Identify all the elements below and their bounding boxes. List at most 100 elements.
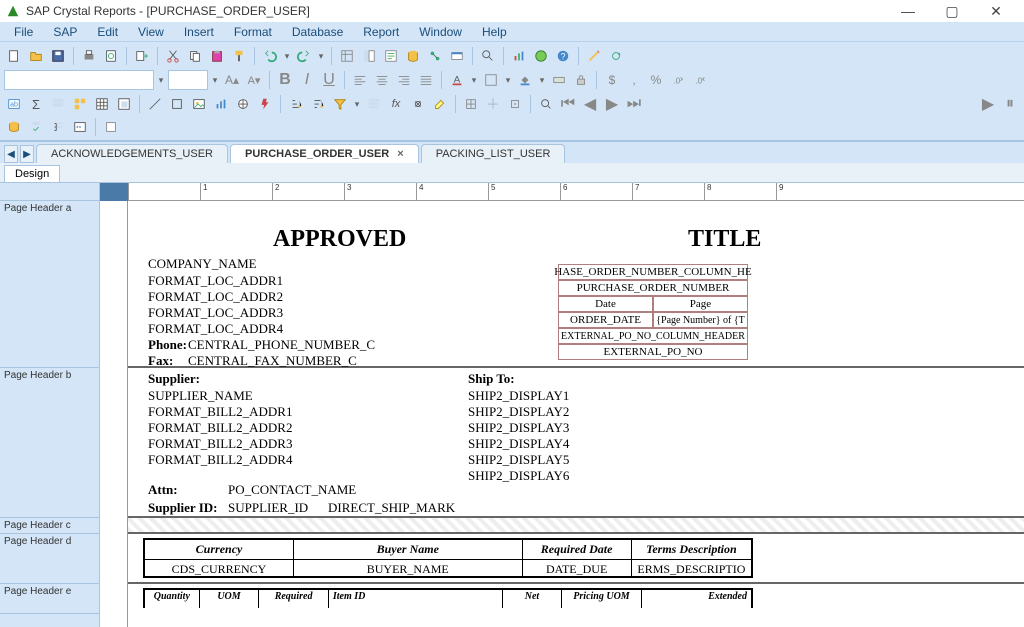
insert-picture-icon[interactable] <box>189 94 209 114</box>
refresh-icon[interactable] <box>606 46 626 66</box>
vertical-ruler[interactable] <box>100 201 128 627</box>
insert-map2-icon[interactable] <box>233 94 253 114</box>
field-loc-addr3[interactable]: FORMAT_LOC_ADDR3 <box>148 305 283 321</box>
guidelines-icon[interactable] <box>483 94 503 114</box>
field-title[interactable]: TITLE <box>688 226 761 253</box>
help-icon[interactable]: ? <box>553 46 573 66</box>
insert-line-icon[interactable] <box>145 94 165 114</box>
horizontal-ruler[interactable]: 1 2 3 4 5 6 7 8 9 <box>128 183 1024 201</box>
dependency-icon[interactable] <box>425 46 445 66</box>
field-bill-addr3[interactable]: FORMAT_BILL2_ADDR3 <box>148 436 292 452</box>
font-name-dropdown[interactable]: ▾ <box>156 75 166 86</box>
menu-sap[interactable]: SAP <box>43 23 87 41</box>
sort-asc-icon[interactable] <box>286 94 306 114</box>
field-po-col-header[interactable]: HASE_ORDER_NUMBER_COLUMN_HE <box>558 264 748 280</box>
field-loc-addr1[interactable]: FORMAT_LOC_ADDR1 <box>148 273 283 289</box>
field-order-date[interactable]: ORDER_DATE <box>558 312 653 328</box>
menu-help[interactable]: Help <box>472 23 517 41</box>
insert-box-icon[interactable] <box>167 94 187 114</box>
field-page-formula[interactable]: {Page Number} of {T <box>653 312 748 328</box>
insert-crosstab-icon[interactable] <box>92 94 112 114</box>
font-size-dropdown[interactable]: ▾ <box>210 75 220 86</box>
insert-olap-icon[interactable] <box>70 94 90 114</box>
header-table-e[interactable]: Quantity UOM Required Item ID Net Pricin… <box>143 588 753 608</box>
field-ext-po-no[interactable]: EXTERNAL_PO_NO <box>558 344 748 360</box>
play-icon[interactable]: ▶ <box>978 94 998 114</box>
report-canvas[interactable]: APPROVED TITLE COMPANY_NAME FORMAT_LOC_A… <box>128 201 1024 627</box>
label-supplier-id[interactable]: Supplier ID: <box>148 500 217 516</box>
field-approved[interactable]: APPROVED <box>273 226 406 253</box>
section-page-header-c[interactable]: Page Header c <box>0 518 99 534</box>
sort-desc-icon[interactable] <box>308 94 328 114</box>
lock-format-icon[interactable] <box>571 70 591 90</box>
section-page-header-d[interactable]: Page Header d <box>0 534 99 584</box>
align-right-icon[interactable] <box>394 70 414 90</box>
tab-scroll-left[interactable]: ◀ <box>4 145 18 163</box>
menu-report[interactable]: Report <box>353 23 409 41</box>
maximize-button[interactable]: ▢ <box>930 3 974 20</box>
preview-icon[interactable] <box>101 46 121 66</box>
tab-scroll-right[interactable]: ▶ <box>20 145 34 163</box>
align-justify-icon[interactable] <box>416 70 436 90</box>
toggle-group-icon[interactable] <box>337 46 357 66</box>
font-color-icon[interactable]: A <box>447 70 467 90</box>
undo-icon[interactable] <box>260 46 280 66</box>
label-page[interactable]: Page <box>653 296 748 312</box>
redo-dropdown[interactable]: ▾ <box>316 51 326 62</box>
align-center-icon[interactable] <box>372 70 392 90</box>
field-ext-po-header[interactable]: EXTERNAL_PO_NO_COLUMN_HEADER <box>558 328 748 344</box>
suppress-icon[interactable] <box>549 70 569 90</box>
nav-prev-icon[interactable]: ◀ <box>580 94 600 114</box>
field-ship6[interactable]: SHIP2_DISPLAY6 <box>468 468 569 484</box>
paste-icon[interactable] <box>207 46 227 66</box>
field-ship4[interactable]: SHIP2_DISPLAY4 <box>468 436 569 452</box>
verify-db-icon[interactable] <box>26 117 46 137</box>
undo-dropdown[interactable]: ▾ <box>282 51 292 62</box>
thousands-icon[interactable]: , <box>624 70 644 90</box>
label-date[interactable]: Date <box>558 296 653 312</box>
bold-icon[interactable]: B <box>275 70 295 90</box>
extra-icon[interactable] <box>101 117 121 137</box>
section-page-header-b[interactable]: Page Header b <box>0 368 99 518</box>
currency-icon[interactable]: $ <box>602 70 622 90</box>
ole-icon[interactable] <box>408 94 428 114</box>
fill-color-icon[interactable] <box>515 70 535 90</box>
formula-workshop-icon[interactable]: fx <box>386 94 406 114</box>
design-tab[interactable]: Design <box>4 165 60 182</box>
tab-acknowledgements[interactable]: ACKNOWLEDGEMENTS_USER <box>36 144 228 163</box>
menu-insert[interactable]: Insert <box>174 23 224 41</box>
menu-database[interactable]: Database <box>282 23 353 41</box>
insert-flash-icon[interactable] <box>255 94 275 114</box>
field-ship3[interactable]: SHIP2_DISPLAY3 <box>468 420 569 436</box>
db-expert-icon[interactable] <box>4 117 24 137</box>
label-attn[interactable]: Attn: <box>148 482 178 498</box>
label-shipto[interactable]: Ship To: <box>468 371 515 387</box>
group-tree-icon[interactable] <box>48 117 68 137</box>
tab-packing-list[interactable]: PACKING_LIST_USER <box>421 144 566 163</box>
label-phone[interactable]: Phone: <box>148 337 187 353</box>
tab-close-icon[interactable]: × <box>397 148 403 160</box>
field-company-name[interactable]: COMPANY_NAME <box>148 256 257 272</box>
select-expert-icon[interactable] <box>330 94 350 114</box>
increase-decimals-icon[interactable]: .0 <box>668 70 688 90</box>
underline-icon[interactable]: U <box>319 70 339 90</box>
field-loc-addr4[interactable]: FORMAT_LOC_ADDR4 <box>148 321 283 337</box>
field-po-number[interactable]: PURCHASE_ORDER_NUMBER <box>558 280 748 296</box>
field-direct-ship[interactable]: DIRECT_SHIP_MARK <box>328 500 455 516</box>
minimize-button[interactable]: — <box>886 3 930 19</box>
field-bill-addr2[interactable]: FORMAT_BILL2_ADDR2 <box>148 420 292 436</box>
label-supplier[interactable]: Supplier: <box>148 371 200 387</box>
insert-chart2-icon[interactable] <box>211 94 231 114</box>
field-supplier-name[interactable]: SUPPLIER_NAME <box>148 388 253 404</box>
section-expert-icon[interactable] <box>364 94 384 114</box>
zoom-icon[interactable] <box>536 94 556 114</box>
italic-icon[interactable]: I <box>297 70 317 90</box>
insert-map-icon[interactable] <box>531 46 551 66</box>
header-table-d[interactable]: CurrencyCDS_CURRENCY Buyer NameBUYER_NAM… <box>143 538 753 578</box>
font-name-combo[interactable] <box>4 70 154 90</box>
field-phone[interactable]: CENTRAL_PHONE_NUMBER_C <box>188 337 375 353</box>
nav-last-icon[interactable]: ⏭ <box>624 94 644 114</box>
print-icon[interactable] <box>79 46 99 66</box>
menu-window[interactable]: Window <box>409 23 472 41</box>
find-icon[interactable] <box>478 46 498 66</box>
